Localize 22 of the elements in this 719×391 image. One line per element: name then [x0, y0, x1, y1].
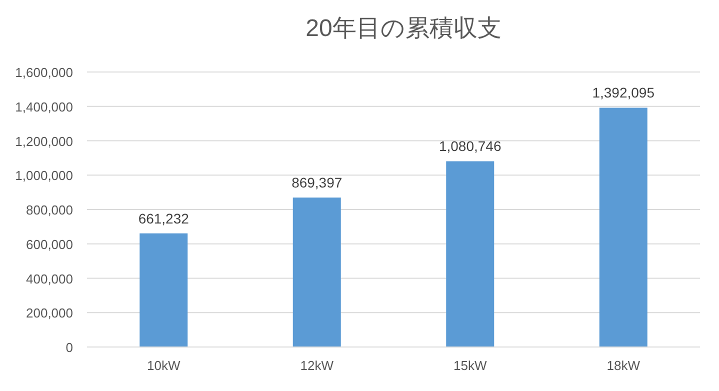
bar [446, 161, 494, 347]
data-label: 1,392,095 [592, 84, 655, 101]
y-tick-label: 800,000 [26, 202, 73, 218]
data-label: 869,397 [292, 174, 342, 191]
bar [599, 108, 648, 347]
bar [292, 198, 341, 347]
chart-title: 20年目の累積収支 [306, 15, 502, 42]
y-tick-label: 1,600,000 [15, 65, 73, 80]
x-tick-label: 18kW [606, 358, 641, 373]
y-tick-label: 0 [66, 340, 73, 355]
bar [140, 233, 188, 347]
y-tick-label: 400,000 [26, 271, 73, 286]
x-tick-label: 10kW [147, 358, 181, 373]
y-tick-label: 1,400,000 [15, 99, 73, 114]
y-tick-label: 1,200,000 [15, 134, 73, 149]
x-tick-label: 12kW [300, 358, 334, 373]
x-tick-label: 15kW [454, 358, 488, 373]
y-tick-label: 200,000 [26, 306, 73, 321]
data-label: 1,080,746 [438, 138, 502, 154]
y-tick-label: 600,000 [26, 236, 73, 252]
data-label: 661,232 [138, 210, 190, 226]
y-tick-label: 1,000,000 [15, 168, 73, 184]
